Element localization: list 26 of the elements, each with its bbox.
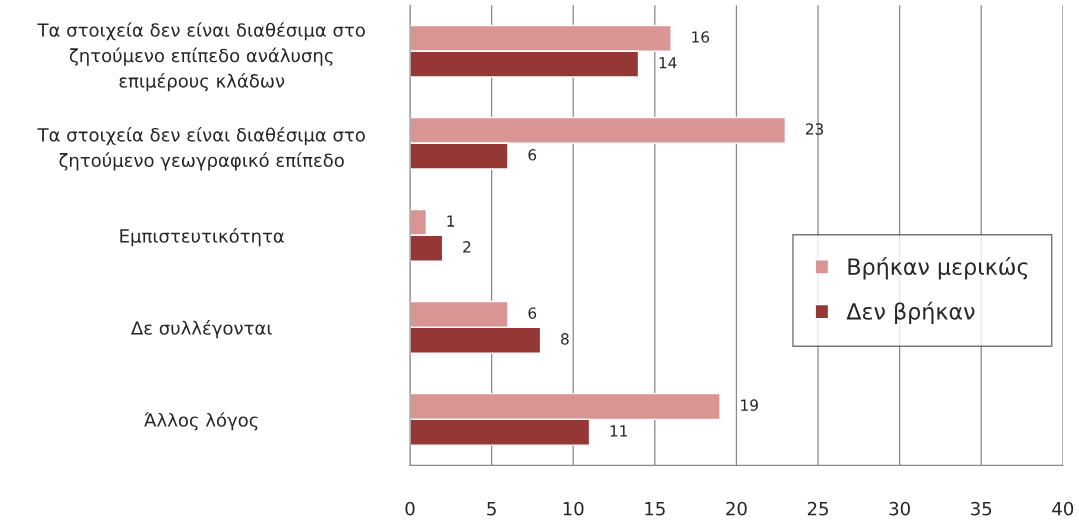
x-tick-label: 30 xyxy=(889,501,910,516)
x-tick-label: 0 xyxy=(405,501,415,516)
x-tick-label: 5 xyxy=(487,502,496,516)
y-tick-label: Τα στοιχεία δεν είναι διαθέσιμα στο ζητούμενο γεωγραφικό επίπεδο xyxy=(37,126,365,171)
data-label: 23 xyxy=(805,123,824,135)
y-tick-label: Άλλος λόγος xyxy=(144,412,258,431)
x-tick-label: 20 xyxy=(726,501,747,516)
legend-label: Βρήκαν μερικώς xyxy=(848,256,1028,280)
data-label: 11 xyxy=(610,425,628,437)
data-label: 19 xyxy=(741,399,758,411)
y-tick-label: Τα στοιχεία δεν είναι διαθέσιμα στο ζητούμενο επίπεδο ανάλυσης επιμέρους κλάδων xyxy=(37,22,365,92)
data-label: 14 xyxy=(659,57,677,69)
legend-label: Δεν βρήκαν xyxy=(846,301,975,325)
data-label: 1 xyxy=(447,215,455,227)
y-tick-label: Εμπιστευτικότητα xyxy=(120,228,284,247)
data-label: 8 xyxy=(561,333,569,345)
data-label: 6 xyxy=(528,149,537,161)
y-tick-label: Δε συλλέγονται xyxy=(131,320,272,339)
x-tick-label: 40 xyxy=(1052,501,1074,516)
x-tick-label: 15 xyxy=(645,502,665,516)
data-label: 16 xyxy=(692,31,710,43)
x-tick-label: 10 xyxy=(563,501,584,516)
data-label: 6 xyxy=(528,307,537,319)
data-label: 2 xyxy=(463,241,471,253)
x-tick-label: 25 xyxy=(807,501,828,516)
x-tick-label: 35 xyxy=(971,501,992,516)
